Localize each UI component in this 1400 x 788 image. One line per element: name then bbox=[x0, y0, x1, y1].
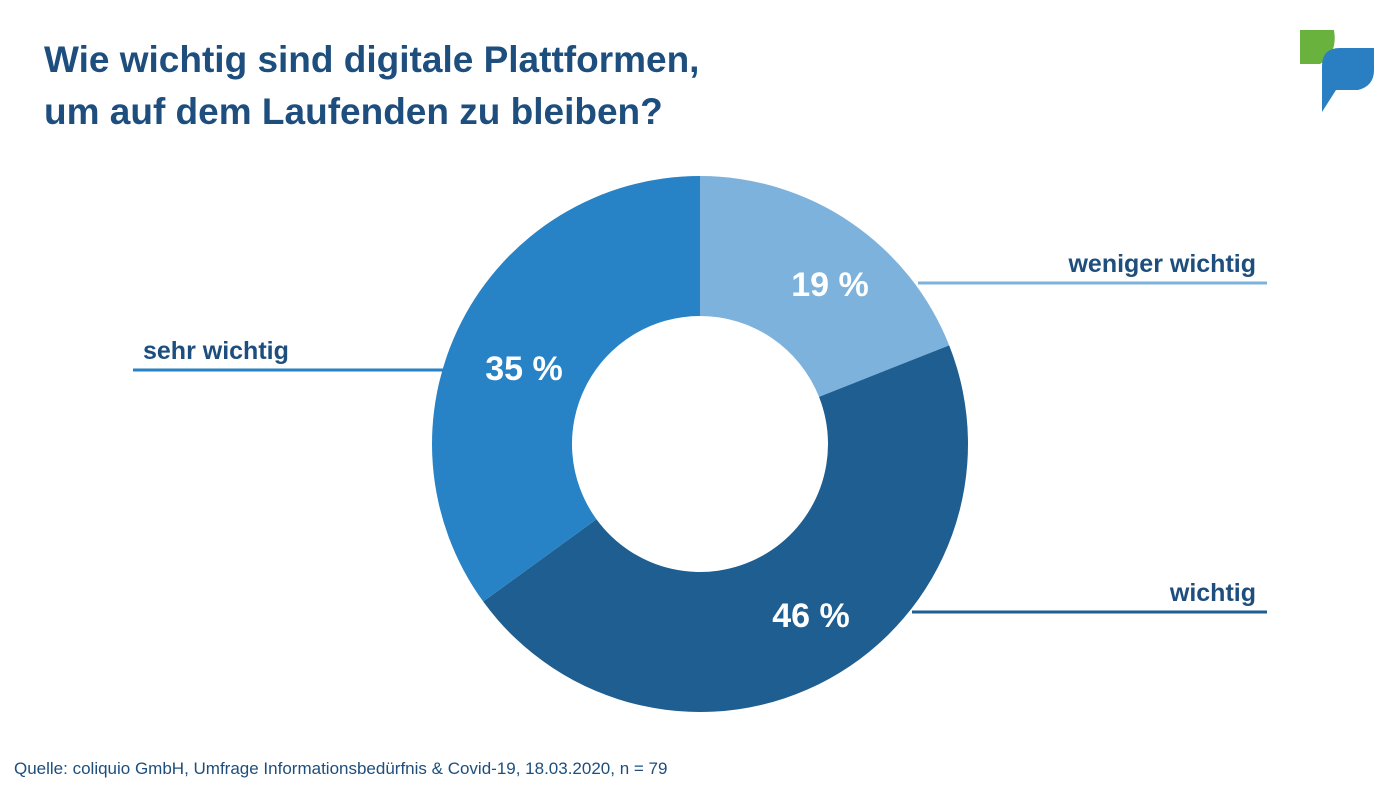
category-label-weniger-wichtig: weniger wichtig bbox=[1067, 250, 1256, 278]
donut-slice-sehr-wichtig bbox=[432, 175, 700, 602]
value-label-sehr-wichtig: 35 % bbox=[485, 350, 563, 388]
category-label-sehr-wichtig: sehr wichtig bbox=[143, 337, 289, 365]
value-label-wichtig: 46 % bbox=[772, 597, 850, 635]
chart-title-line-2: um auf dem Laufenden zu bleiben? bbox=[44, 91, 663, 132]
coliquio-logo-icon bbox=[1300, 30, 1374, 112]
donut-slice-wichtig bbox=[483, 345, 969, 713]
category-label-wichtig: wichtig bbox=[1169, 579, 1256, 607]
value-labels: 19 % 46 % 35 % bbox=[485, 266, 869, 635]
leader-lines bbox=[133, 281, 1267, 614]
source-note: Quelle: coliquio GmbH, Umfrage Informati… bbox=[14, 759, 668, 778]
donut-slices bbox=[432, 175, 969, 713]
value-label-weniger-wichtig: 19 % bbox=[791, 266, 869, 304]
logo-blue-bubble bbox=[1322, 48, 1374, 112]
category-labels: weniger wichtig wichtig sehr wichtig bbox=[143, 250, 1256, 607]
chart-title-line-1: Wie wichtig sind digitale Plattformen, bbox=[44, 39, 700, 80]
donut-slice-weniger-wichtig bbox=[700, 176, 950, 397]
chart-title: Wie wichtig sind digitale Plattformen, u… bbox=[44, 34, 944, 138]
